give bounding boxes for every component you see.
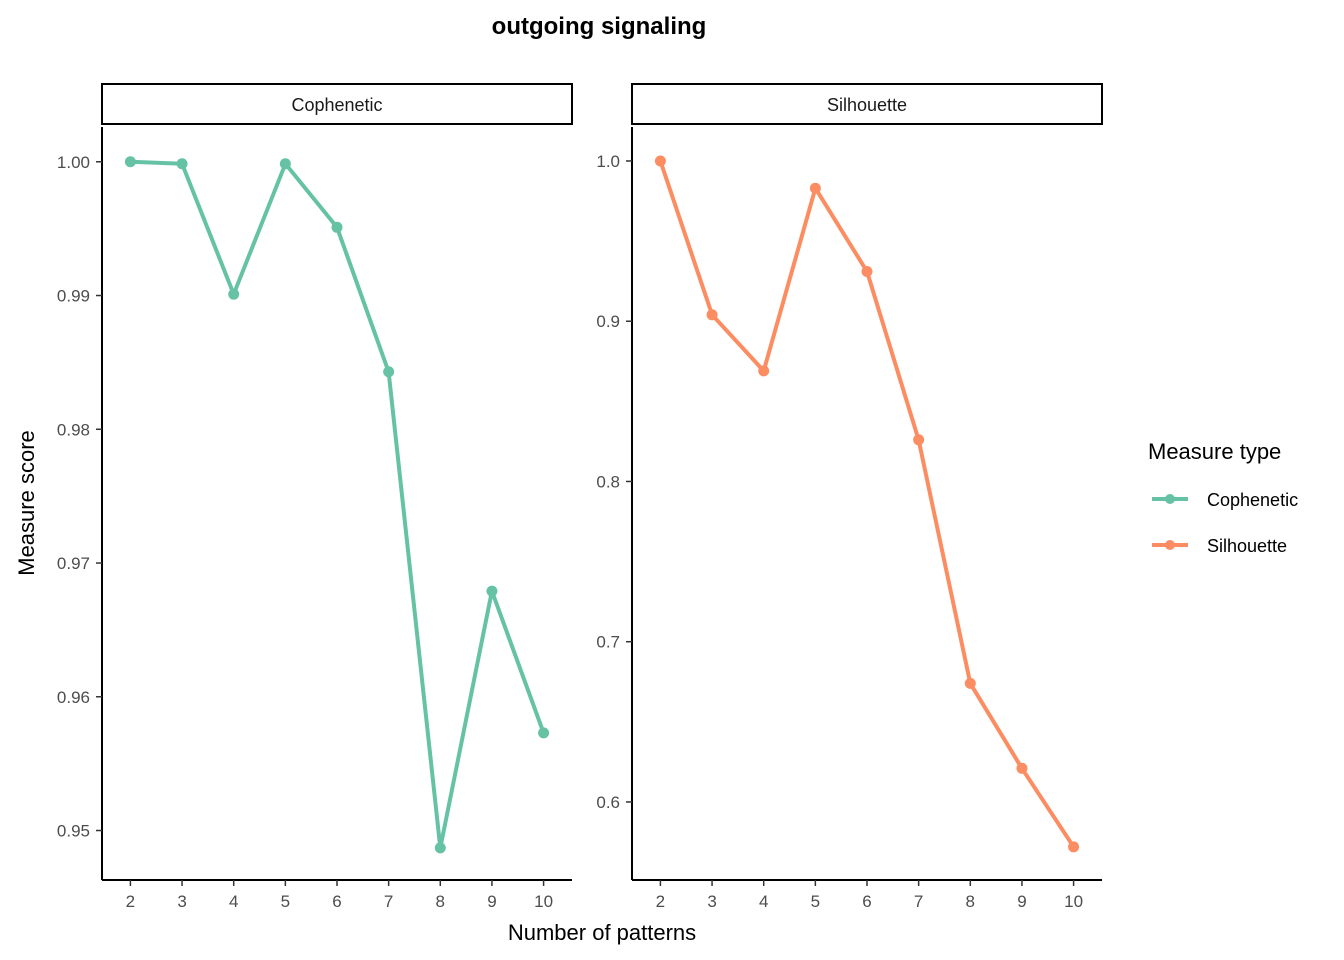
data-point-cophenetic [538, 727, 550, 739]
data-point-silhouette [913, 434, 925, 446]
data-point-cophenetic [331, 221, 343, 233]
y-tick-label-cophenetic: 0.99 [57, 287, 90, 306]
strip-label-cophenetic: Cophenetic [291, 95, 382, 115]
y-tick-label-cophenetic: 0.96 [57, 688, 90, 707]
x-tick-label-silhouette: 8 [966, 892, 975, 911]
x-tick-label-silhouette: 3 [707, 892, 716, 911]
legend-key-point-silhouette [1165, 540, 1175, 550]
series-line-silhouette [658, 159, 1076, 849]
legend-label-cophenetic: Cophenetic [1207, 490, 1298, 510]
strip-silhouette [631, 83, 1103, 125]
legend-title: Measure type [1148, 439, 1281, 464]
chart-title: outgoing signaling [492, 13, 707, 40]
data-point-cophenetic [176, 158, 188, 170]
data-point-silhouette [706, 309, 718, 321]
data-point-silhouette [758, 365, 770, 377]
legend-label-silhouette: Silhouette [1207, 536, 1287, 556]
y-tick-label-cophenetic: 0.98 [57, 420, 90, 439]
x-tick-label-silhouette: 5 [811, 892, 820, 911]
x-tick-label-silhouette: 2 [656, 892, 665, 911]
y-tick-label-silhouette: 0.6 [596, 793, 620, 812]
data-point-silhouette [861, 266, 873, 278]
data-point-silhouette [1016, 762, 1028, 774]
y-tick-label-cophenetic: 1.00 [57, 153, 90, 172]
x-tick-label-cophenetic: 4 [229, 892, 238, 911]
series-line-cophenetic [128, 159, 546, 850]
data-point-silhouette [1068, 841, 1080, 853]
data-point-cophenetic [124, 156, 136, 168]
data-point-silhouette [964, 677, 976, 689]
data-point-cophenetic [434, 842, 446, 854]
data-point-silhouette [654, 155, 666, 167]
x-tick-label-silhouette: 7 [914, 892, 923, 911]
data-point-cophenetic [486, 585, 498, 597]
data-point-cophenetic [383, 366, 395, 378]
panel-cophenetic: Cophenetic 0.95 0.96 0.97 0.98 0.99 1.00 2 3 4 5 6… [57, 83, 573, 911]
y-tick-label-cophenetic: 0.95 [57, 822, 90, 841]
x-tick-label-cophenetic: 9 [487, 892, 496, 911]
y-tick-label-cophenetic: 0.97 [57, 554, 90, 573]
x-tick-label-cophenetic: 7 [384, 892, 393, 911]
data-point-cophenetic [279, 158, 291, 170]
x-tick-label-cophenetic: 6 [332, 892, 341, 911]
legend-item-silhouette: Silhouette [1152, 536, 1287, 556]
x-tick-label-silhouette: 10 [1064, 892, 1083, 911]
x-tick-label-cophenetic: 8 [436, 892, 445, 911]
y-tick-label-silhouette: 0.9 [596, 312, 620, 331]
x-axis-title: Number of patterns [508, 920, 696, 945]
y-tick-label-silhouette: 1.0 [596, 152, 620, 171]
legend: Measure type Cophenetic Silhouette [1148, 439, 1298, 556]
legend-key-point-cophenetic [1165, 494, 1175, 504]
x-tick-label-cophenetic: 2 [126, 892, 135, 911]
y-tick-label-silhouette: 0.8 [596, 472, 620, 491]
panel-silhouette: Silhouette 0.6 0.7 0.8 0.9 1.0 2 3 4 5 6 7 8 9 10 [596, 83, 1103, 911]
x-tick-label-silhouette: 9 [1017, 892, 1026, 911]
y-tick-label-silhouette: 0.7 [596, 633, 620, 652]
strip-cophenetic [101, 83, 573, 125]
data-point-silhouette [809, 182, 821, 194]
legend-item-cophenetic: Cophenetic [1152, 490, 1298, 510]
data-point-cophenetic [228, 288, 240, 300]
x-tick-label-cophenetic: 10 [534, 892, 553, 911]
x-tick-label-cophenetic: 3 [177, 892, 186, 911]
x-tick-label-silhouette: 4 [759, 892, 768, 911]
x-tick-label-silhouette: 6 [862, 892, 871, 911]
x-tick-label-cophenetic: 5 [281, 892, 290, 911]
y-axis-title: Measure score [14, 430, 39, 576]
strip-label-silhouette: Silhouette [827, 95, 907, 115]
